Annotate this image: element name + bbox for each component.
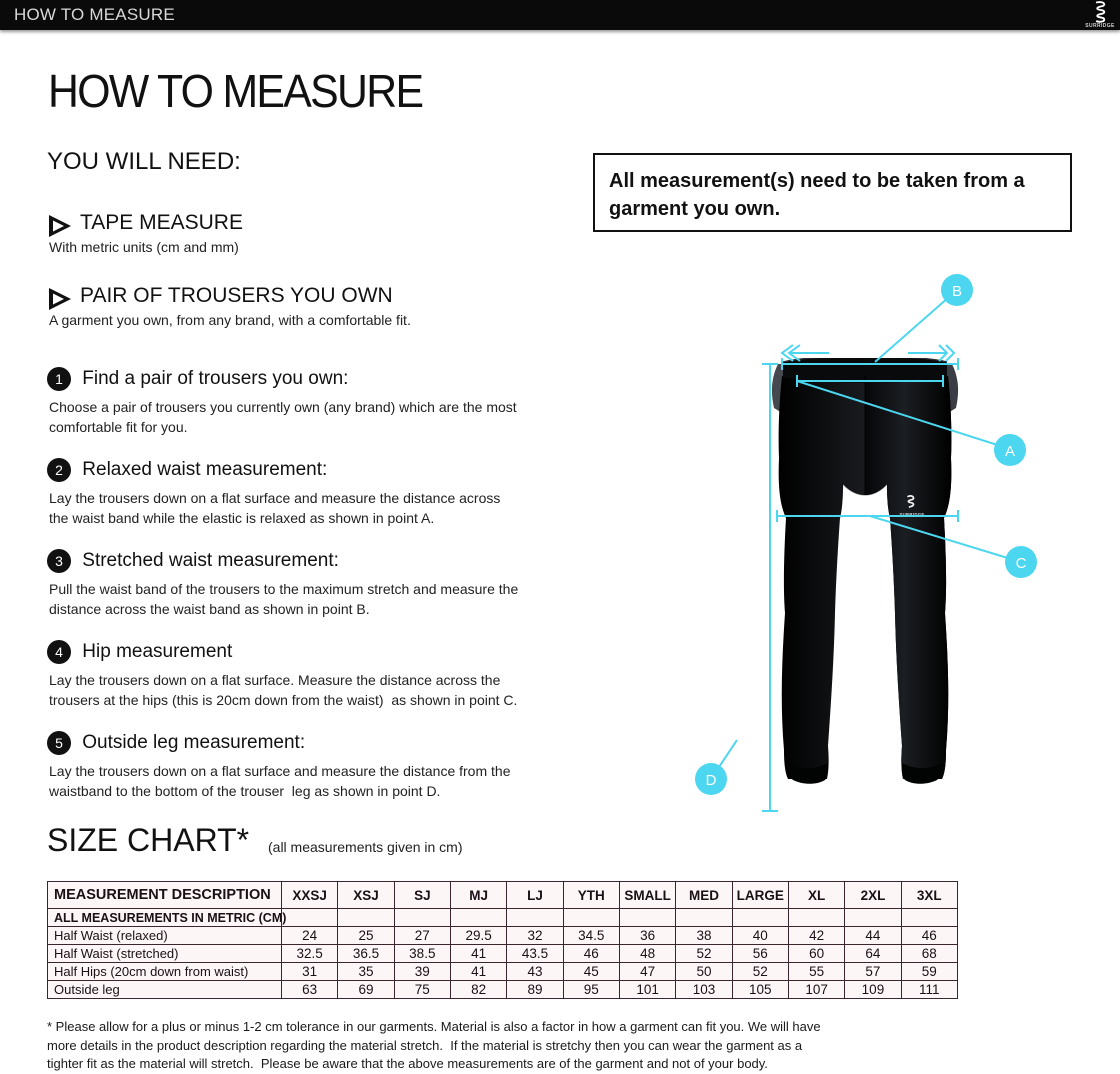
svg-text:B: B xyxy=(952,283,962,300)
svg-text:C: C xyxy=(1016,555,1027,572)
svg-text:A: A xyxy=(1005,443,1015,460)
svg-text:D: D xyxy=(706,772,717,789)
